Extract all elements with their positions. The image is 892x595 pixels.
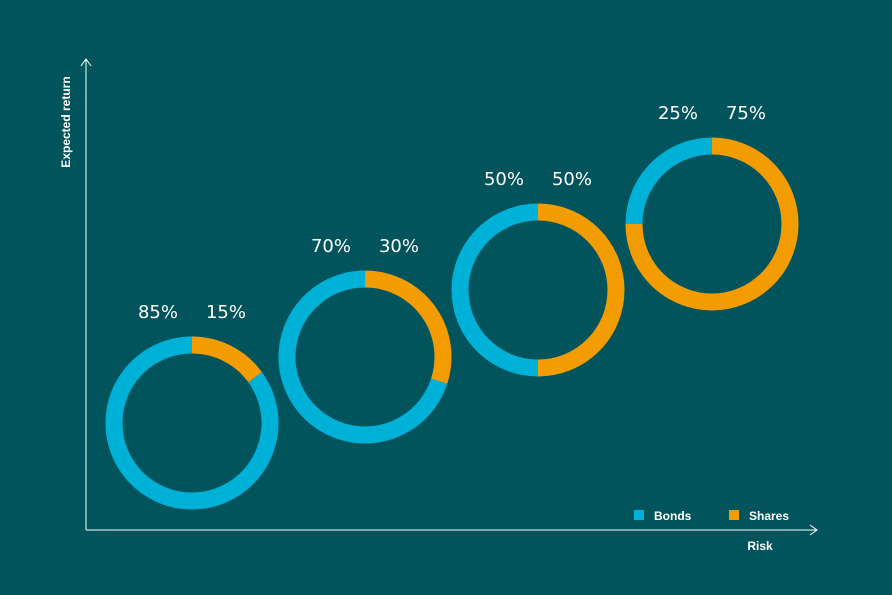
y-axis-label: Expected return <box>59 76 73 167</box>
donut-3-shares-segment <box>537 203 625 377</box>
donut-1-bonds-segment <box>105 336 279 510</box>
donut-3-shares-label: 50% <box>552 169 592 190</box>
legend-label-shares: Shares <box>749 509 789 523</box>
donut-1-bonds-label: 85% <box>138 302 178 323</box>
donut-2: 70% 30% <box>278 236 452 444</box>
x-axis-label: Risk <box>747 539 773 553</box>
donut-2-shares-label: 30% <box>379 236 419 257</box>
donut-3-bonds-label: 50% <box>484 169 524 190</box>
donut-4-shares-segment <box>625 137 799 311</box>
legend: Bonds Shares <box>634 509 789 523</box>
donut-2-shares-segment <box>364 270 452 384</box>
donut-4-bonds-segment <box>625 137 713 225</box>
legend-swatch-bonds <box>634 510 644 520</box>
x-axis-arrow <box>809 524 818 536</box>
y-axis-arrow <box>80 58 92 67</box>
donut-1-shares-label: 15% <box>206 302 246 323</box>
legend-swatch-shares <box>729 510 739 520</box>
donut-1: 85% 15% <box>105 302 279 510</box>
axes: Expected return Risk <box>59 58 818 553</box>
donut-2-bonds-label: 70% <box>311 236 351 257</box>
donut-4: 25% 75% <box>625 103 799 311</box>
donut-1-shares-segment <box>191 336 262 383</box>
donut-4-shares-label: 75% <box>726 103 766 124</box>
donut-2-bonds-segment <box>278 270 448 444</box>
donut-4-bonds-label: 25% <box>658 103 698 124</box>
donuts-group: 85% 15% 70% 30% 50% 50% 25% 75% <box>105 103 799 510</box>
donut-3-bonds-segment <box>451 203 539 377</box>
legend-label-bonds: Bonds <box>654 509 692 523</box>
donut-3: 50% 50% <box>451 169 625 377</box>
